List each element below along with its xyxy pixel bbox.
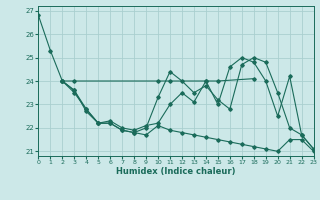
X-axis label: Humidex (Indice chaleur): Humidex (Indice chaleur) [116,167,236,176]
